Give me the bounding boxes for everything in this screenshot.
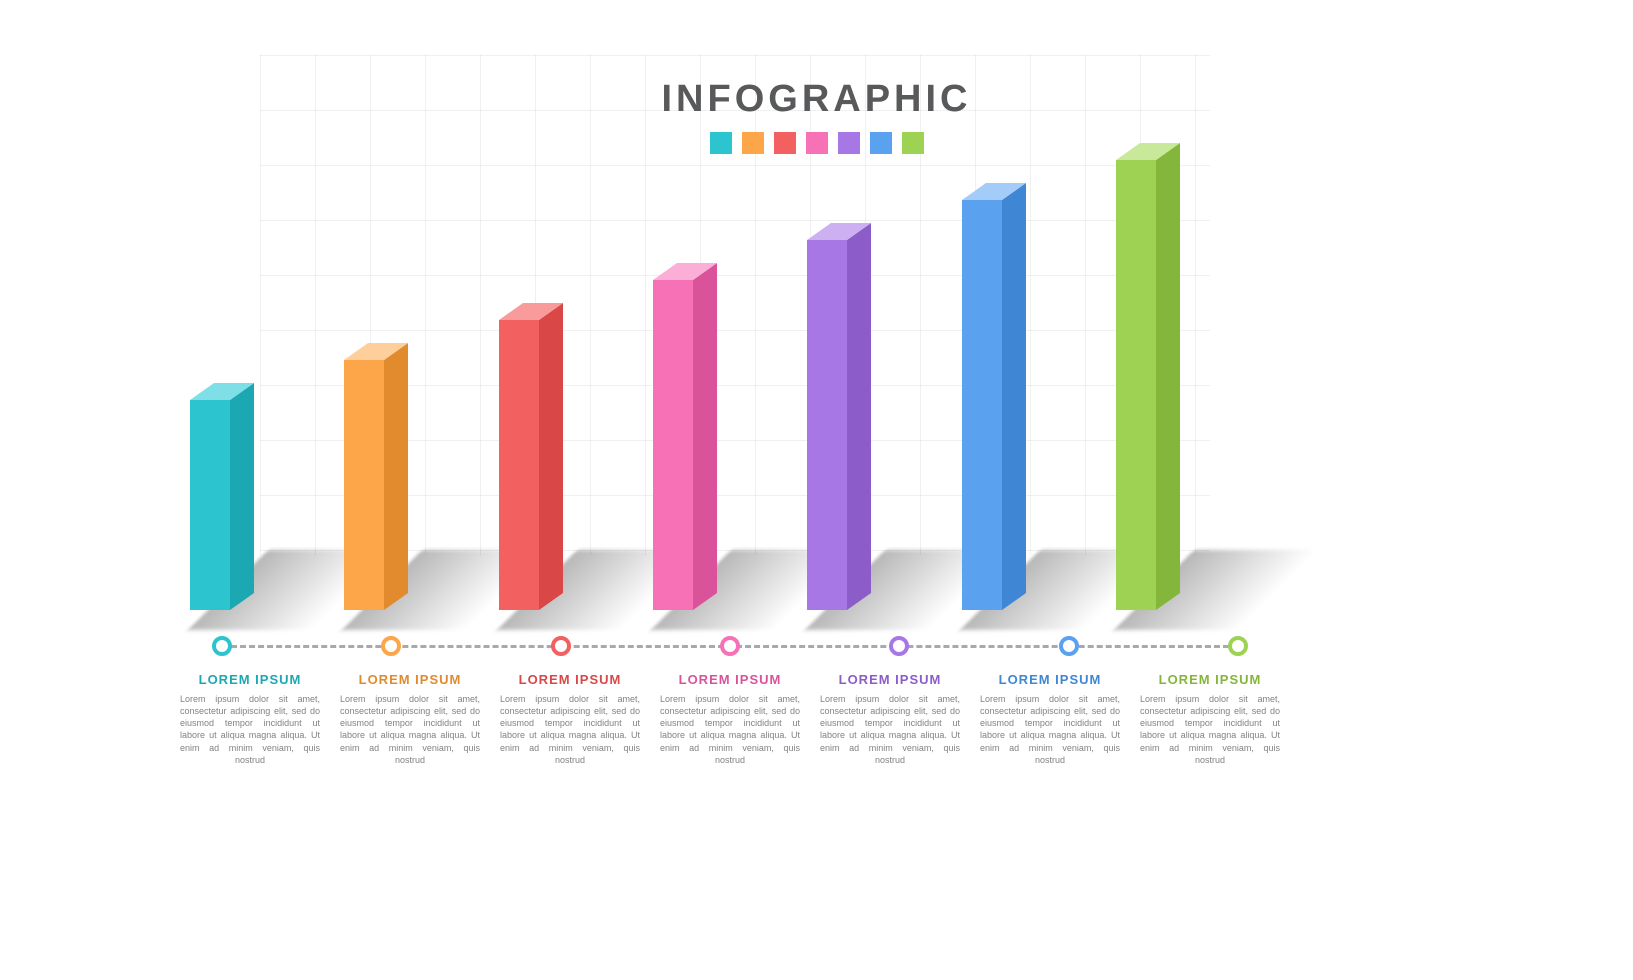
caption-body: Lorem ipsum dolor sit amet, consectetur …	[660, 693, 800, 766]
caption-0: LOREM IPSUM Lorem ipsum dolor sit amet, c…	[180, 672, 320, 766]
bar-3d	[962, 183, 1026, 610]
bar-0	[190, 400, 254, 610]
timeline-dot-6	[1228, 636, 1248, 656]
caption-title: LOREM IPSUM	[980, 672, 1120, 687]
caption-title: LOREM IPSUM	[820, 672, 960, 687]
bar-1	[344, 360, 408, 610]
bar-3d	[807, 223, 871, 610]
bar-6	[1116, 160, 1180, 610]
caption-body: Lorem ipsum dolor sit amet, consectetur …	[820, 693, 960, 766]
timeline-dot-0	[212, 636, 232, 656]
timeline-dot-4	[889, 636, 909, 656]
timeline	[200, 636, 1260, 656]
infographic-stage: INFOGRAPHIC LOREM IPSUM Lorem ipsum dolor…	[0, 0, 1633, 980]
caption-title: LOREM IPSUM	[1140, 672, 1280, 687]
bar-3d	[1116, 143, 1180, 610]
caption-title: LOREM IPSUM	[500, 672, 640, 687]
timeline-dot-1	[381, 636, 401, 656]
caption-body: Lorem ipsum dolor sit amet, consectetur …	[340, 693, 480, 766]
caption-body: Lorem ipsum dolor sit amet, consectetur …	[1140, 693, 1280, 766]
bar-3d	[344, 343, 408, 610]
caption-5: LOREM IPSUM Lorem ipsum dolor sit amet, c…	[980, 672, 1120, 766]
bar-4	[807, 240, 871, 610]
caption-title: LOREM IPSUM	[180, 672, 320, 687]
chart-title: INFOGRAPHIC	[0, 78, 1633, 121]
caption-6: LOREM IPSUM Lorem ipsum dolor sit amet, c…	[1140, 672, 1280, 766]
caption-body: Lorem ipsum dolor sit amet, consectetur …	[180, 693, 320, 766]
captions-row: LOREM IPSUM Lorem ipsum dolor sit amet, c…	[180, 672, 1280, 766]
caption-title: LOREM IPSUM	[340, 672, 480, 687]
bar-chart	[190, 150, 1270, 610]
bar-2	[499, 320, 563, 610]
caption-3: LOREM IPSUM Lorem ipsum dolor sit amet, c…	[660, 672, 800, 766]
bar-3d	[190, 383, 254, 610]
caption-body: Lorem ipsum dolor sit amet, consectetur …	[980, 693, 1120, 766]
timeline-dot-3	[720, 636, 740, 656]
caption-body: Lorem ipsum dolor sit amet, consectetur …	[500, 693, 640, 766]
caption-title: LOREM IPSUM	[660, 672, 800, 687]
bar-3d	[499, 303, 563, 610]
bar-5	[962, 200, 1026, 610]
timeline-dot-5	[1059, 636, 1079, 656]
caption-2: LOREM IPSUM Lorem ipsum dolor sit amet, c…	[500, 672, 640, 766]
bar-3	[653, 280, 717, 610]
caption-1: LOREM IPSUM Lorem ipsum dolor sit amet, c…	[340, 672, 480, 766]
caption-4: LOREM IPSUM Lorem ipsum dolor sit amet, c…	[820, 672, 960, 766]
timeline-dot-2	[551, 636, 571, 656]
bar-3d	[653, 263, 717, 610]
